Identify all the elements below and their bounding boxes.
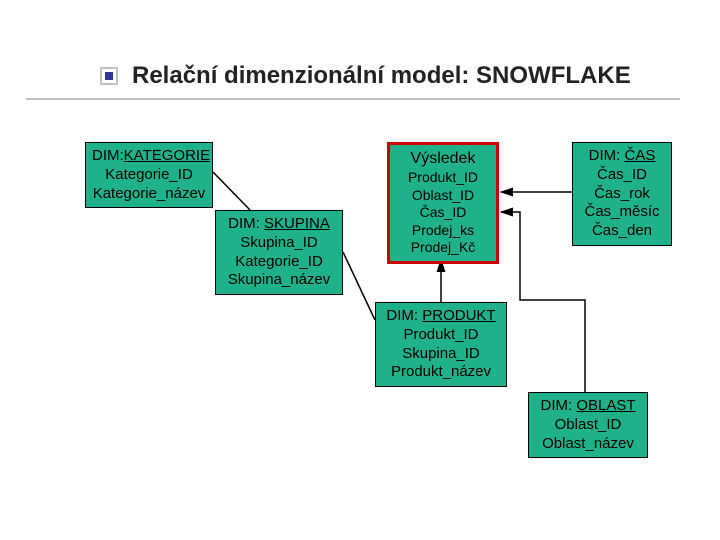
node-title: DIM:KATEGORIE — [92, 147, 206, 166]
dim-prefix: DIM: — [386, 307, 422, 324]
node-field: Kategorie_ID — [222, 253, 336, 272]
node-field: Čas_ID — [579, 166, 665, 185]
node-field: Kategorie_ID — [92, 166, 206, 185]
node-vysledek: VýsledekProdukt_IDOblast_IDČas_IDProdej_… — [387, 142, 499, 264]
node-kategorie: DIM:KATEGORIEKategorie_IDKategorie_název — [85, 142, 213, 208]
dim-name: PRODUKT — [422, 307, 495, 324]
node-field: Oblast_ID — [396, 187, 490, 205]
dim-name: OBLAST — [576, 397, 635, 414]
node-title: DIM: SKUPINA — [222, 215, 336, 234]
node-cas: DIM: ČASČas_IDČas_rokČas_měsícČas_den — [572, 142, 672, 246]
dim-prefix: DIM: — [228, 215, 264, 232]
node-title: DIM: PRODUKT — [382, 307, 500, 326]
node-field: Oblast_název — [535, 435, 641, 454]
dim-name: ČAS — [625, 147, 656, 164]
dim-prefix: DIM: — [92, 147, 124, 164]
node-field: Čas_měsíc — [579, 203, 665, 222]
node-field: Prodej_ks — [396, 222, 490, 240]
node-title: Výsledek — [396, 149, 490, 169]
node-field: Kategorie_název — [92, 185, 206, 204]
node-field: Oblast_ID — [535, 416, 641, 435]
node-skupina: DIM: SKUPINASkupina_IDKategorie_IDSkupin… — [215, 210, 343, 295]
node-oblast: DIM: OBLASTOblast_IDOblast_název — [528, 392, 648, 458]
node-title: DIM: ČAS — [579, 147, 665, 166]
node-title: DIM: OBLAST — [535, 397, 641, 416]
node-field: Produkt_ID — [396, 169, 490, 187]
node-field: Produkt_název — [382, 363, 500, 382]
node-field: Skupina_ID — [222, 234, 336, 253]
node-field: Skupina_název — [222, 271, 336, 290]
node-field: Čas_den — [579, 222, 665, 241]
node-field: Prodej_Kč — [396, 239, 490, 257]
node-field: Skupina_ID — [382, 345, 500, 364]
node-field: Čas_rok — [579, 185, 665, 204]
dim-name: SKUPINA — [264, 215, 330, 232]
dim-prefix: DIM: — [540, 397, 576, 414]
node-field: Čas_ID — [396, 204, 490, 222]
edges-layer — [0, 0, 720, 540]
dim-prefix: DIM: — [589, 147, 625, 164]
node-field: Produkt_ID — [382, 326, 500, 345]
dim-name: KATEGORIE — [124, 147, 210, 164]
node-produkt: DIM: PRODUKTProdukt_IDSkupina_IDProdukt_… — [375, 302, 507, 387]
